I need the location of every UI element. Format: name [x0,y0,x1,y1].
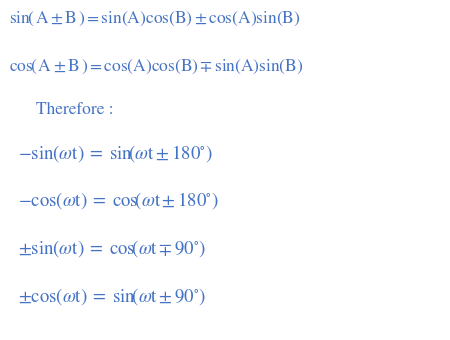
Text: Therefore :: Therefore : [36,102,113,118]
Text: $-\mathrm{cos}(\omega\mathrm{t})\;=\;\mathrm{cos}\!\left(\omega\mathrm{t}\pm180^: $-\mathrm{cos}(\omega\mathrm{t})\;=\;\ma… [18,190,219,211]
Text: $\mathrm{sin}\!\left(\,\mathrm{A}\pm\mathrm{B}\,\right) = \mathrm{sin}(\mathrm{A: $\mathrm{sin}\!\left(\,\mathrm{A}\pm\mat… [9,10,301,28]
Text: $-\mathrm{sin}(\omega\mathrm{t})\;=\;\mathrm{sin}\!\left(\omega\mathrm{t}\pm180^: $-\mathrm{sin}(\omega\mathrm{t})\;=\;\ma… [18,143,213,164]
Text: $\mathrm{cos}\!\left(\,\mathrm{A}\pm\mathrm{B}\,\right) = \mathrm{cos}(\mathrm{A: $\mathrm{cos}\!\left(\,\mathrm{A}\pm\mat… [9,58,303,76]
Text: $\pm\mathrm{sin}(\omega\mathrm{t})\;=\;\mathrm{cos}\!\left(\omega\mathrm{t}\mp90: $\pm\mathrm{sin}(\omega\mathrm{t})\;=\;\… [18,238,207,259]
Text: $\pm\mathrm{cos}(\omega\mathrm{t})\;=\;\mathrm{sin}\!\left(\omega\mathrm{t}\pm90: $\pm\mathrm{cos}(\omega\mathrm{t})\;=\;\… [18,286,207,307]
